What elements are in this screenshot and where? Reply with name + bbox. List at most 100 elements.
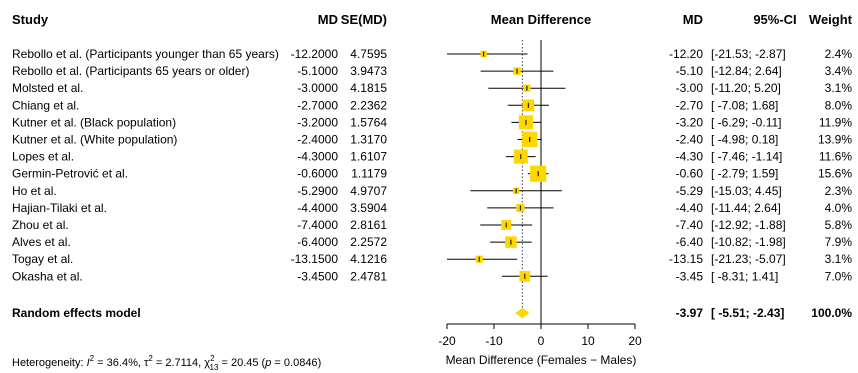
pooled-ci: [ -5.51; -2.43] xyxy=(711,306,784,320)
study-se: 4.9707 xyxy=(350,184,387,198)
x-tick-label: 0 xyxy=(538,334,545,348)
p-value: 0.0846 xyxy=(284,357,318,369)
p-close: ) xyxy=(318,357,322,369)
tau2-label: , τ xyxy=(138,357,149,369)
x-axis-label: Mean Difference (Females − Males) xyxy=(446,353,637,367)
study-weight: 8.0% xyxy=(825,98,853,112)
study-row: Lopes et al. -4.3000 1.6107 -4.30 [ -7.46; -… xyxy=(12,150,852,164)
p-symbol: p xyxy=(264,357,271,369)
study-rows: Rebollo et al. (Participants younger tha… xyxy=(12,47,852,283)
header-ci: 95%-CI xyxy=(753,12,796,27)
study-md: -7.4000 xyxy=(297,218,338,232)
chi2-df: 13 xyxy=(210,363,219,372)
study-ci: [-11.44; 2.64] xyxy=(711,201,781,215)
study-md: -4.3000 xyxy=(297,150,338,164)
study-name: Okasha et al. xyxy=(12,269,83,283)
study-md: -12.2000 xyxy=(291,47,339,61)
study-se: 4.1815 xyxy=(350,81,387,95)
study-name: Lopes et al. xyxy=(12,150,74,164)
x-tick-label: -10 xyxy=(485,334,503,348)
study-name: Chiang et al. xyxy=(12,98,79,112)
chi2-eq: = xyxy=(218,357,231,369)
study-weight: 3.1% xyxy=(825,81,853,95)
pooled-row: Random effects model -3.97 [ -5.51; -2.43]… xyxy=(12,306,852,320)
study-se: 2.2362 xyxy=(350,98,387,112)
pooled-diamond xyxy=(515,308,530,318)
study-weight: 3.1% xyxy=(825,252,853,266)
study-md-result: -3.45 xyxy=(676,269,704,283)
study-weight: 7.9% xyxy=(825,235,853,249)
pooled-weight: 100.0% xyxy=(811,306,852,320)
study-se: 1.1179 xyxy=(351,167,387,181)
study-row: Rebollo et al. (Participants 65 years or… xyxy=(12,64,852,78)
study-se: 2.2572 xyxy=(350,235,387,249)
i2-symbol: I xyxy=(87,357,90,369)
study-md-result: -13.15 xyxy=(669,252,703,266)
study-md-result: -12.20 xyxy=(669,47,703,61)
study-md: -3.4500 xyxy=(297,269,338,283)
study-se: 1.5764 xyxy=(350,115,387,129)
study-row: Kutner et al. (White population) -2.4000 1… xyxy=(12,131,852,148)
header-se: SE(MD) xyxy=(341,12,387,27)
study-md-result: -5.10 xyxy=(676,64,704,78)
study-ci: [ -4.98; 0.18] xyxy=(711,133,778,147)
study-weight: 2.4% xyxy=(825,47,853,61)
study-md: -5.1000 xyxy=(297,64,338,78)
tau2-value: 2.7114 xyxy=(165,357,198,369)
study-ci: [ -2.79; 1.59] xyxy=(711,167,778,181)
study-row: Okasha et al. -3.4500 2.4781 -3.45 [ -8.31; … xyxy=(12,269,852,283)
study-weight: 13.9% xyxy=(818,133,852,147)
pooled-label: Random effects model xyxy=(12,306,141,320)
study-se: 2.4781 xyxy=(350,269,387,283)
study-row: Alves et al. -6.4000 2.2572 -6.40 [-10.82; -… xyxy=(12,235,852,249)
study-ci: [ -7.46; -1.14] xyxy=(711,150,782,164)
study-md: -6.4000 xyxy=(297,235,338,249)
study-md-result: -0.60 xyxy=(676,167,704,181)
study-name: Zhou et al. xyxy=(12,218,69,232)
i2-value: 36.4% xyxy=(107,357,138,369)
study-md-result: -3.00 xyxy=(676,81,704,95)
study-md: -3.2000 xyxy=(297,115,338,129)
study-md-result: -2.70 xyxy=(676,98,704,112)
study-md: -2.7000 xyxy=(297,98,338,112)
tau2-eq: = xyxy=(153,357,166,369)
study-ci: [-21.23; -5.07] xyxy=(711,252,786,266)
study-row: Kutner et al. (Black population) -3.2000 1… xyxy=(12,115,852,130)
study-ci: [-15.03; 4.45] xyxy=(711,184,782,198)
study-se: 4.1216 xyxy=(350,252,387,266)
study-md-result: -3.20 xyxy=(676,115,704,129)
study-ci: [ -6.29; -0.11] xyxy=(711,115,781,129)
study-md: -0.6000 xyxy=(297,167,338,181)
study-se: 3.5904 xyxy=(350,201,387,215)
p-open: ( xyxy=(259,357,266,369)
header-md-result: MD xyxy=(683,12,703,27)
study-name: Alves et al. xyxy=(12,235,71,249)
study-name: Rebollo et al. (Participants 65 years or… xyxy=(12,64,249,78)
study-se: 2.8161 xyxy=(350,218,387,232)
study-ci: [-12.92; -1.88] xyxy=(711,218,786,232)
header-weight: Weight xyxy=(809,12,853,27)
study-row: Molsted et al. -3.0000 4.1815 -3.00 [-11.20;… xyxy=(12,81,852,95)
study-ci: [ -7.08; 1.68] xyxy=(711,98,778,112)
study-weight: 11.6% xyxy=(819,150,852,164)
x-tick-label: -20 xyxy=(438,334,456,348)
study-md-result: -4.30 xyxy=(676,150,704,164)
study-md-result: -7.40 xyxy=(676,218,704,232)
study-name: Ho et al. xyxy=(12,184,57,198)
study-name: Rebollo et al. (Participants younger tha… xyxy=(12,47,279,61)
study-md-result: -4.40 xyxy=(676,201,704,215)
study-se: 1.3170 xyxy=(350,133,387,147)
x-tick-label: 20 xyxy=(628,334,642,348)
study-name: Kutner et al. (White population) xyxy=(12,133,177,147)
study-ci: [-10.82; -1.98] xyxy=(711,235,786,249)
chi2-label: , χ xyxy=(198,357,210,369)
study-name: Togay et al. xyxy=(12,252,73,266)
study-row: Rebollo et al. (Participants younger tha… xyxy=(12,47,852,61)
study-md: -13.1500 xyxy=(291,252,339,266)
tau2-sup: 2 xyxy=(148,354,153,363)
study-row: Hajian-Tilaki et al. -4.4000 3.5904 -4.40 [-… xyxy=(12,201,852,215)
study-md-result: -5.29 xyxy=(676,184,704,198)
x-tick-label: 10 xyxy=(581,334,595,348)
study-md: -3.0000 xyxy=(297,81,338,95)
study-weight: 3.4% xyxy=(825,64,853,78)
